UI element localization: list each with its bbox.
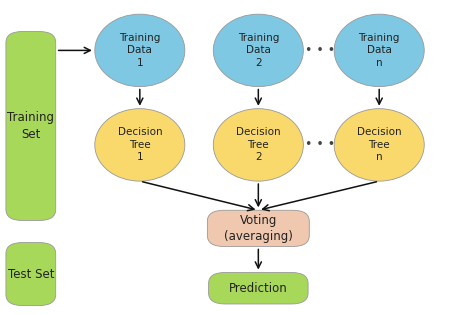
Text: Test Set: Test Set [8,267,54,281]
Text: Prediction: Prediction [229,282,288,295]
Ellipse shape [334,14,424,87]
Text: Training
Set: Training Set [7,112,55,140]
Ellipse shape [95,14,185,87]
FancyBboxPatch shape [6,243,56,306]
Text: • • •: • • • [305,138,335,152]
Text: Training
Data
n: Training Data n [358,33,400,68]
Ellipse shape [213,109,303,181]
FancyBboxPatch shape [209,272,308,304]
Text: Decision
Tree
n: Decision Tree n [357,128,401,162]
Text: Training
Data
1: Training Data 1 [119,33,161,68]
FancyBboxPatch shape [6,32,56,220]
FancyBboxPatch shape [208,210,309,246]
Ellipse shape [95,109,185,181]
Text: Decision
Tree
1: Decision Tree 1 [118,128,162,162]
Ellipse shape [334,109,424,181]
Text: Decision
Tree
2: Decision Tree 2 [236,128,281,162]
Ellipse shape [213,14,303,87]
Text: • • •: • • • [305,44,335,57]
Text: Training
Data
2: Training Data 2 [237,33,279,68]
Text: Voting
(averaging): Voting (averaging) [224,214,293,243]
